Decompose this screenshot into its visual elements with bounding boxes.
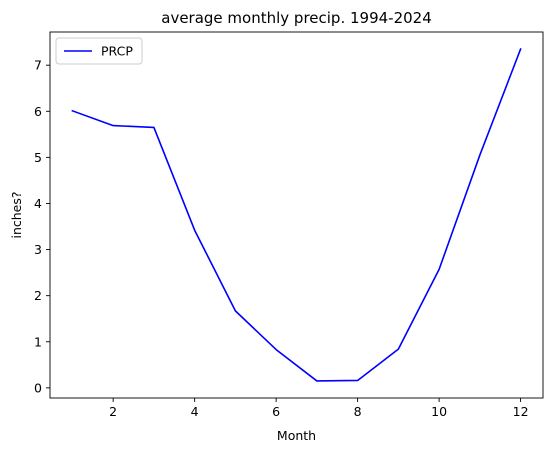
chart-title: average monthly precip. 1994-2024 bbox=[161, 9, 432, 27]
x-axis: 2 4 6 8 10 12 bbox=[109, 398, 529, 419]
legend-label: PRCP bbox=[101, 44, 133, 59]
x-tick-label: 10 bbox=[431, 404, 447, 419]
y-tick-label: 2 bbox=[34, 288, 42, 303]
x-tick-label: 6 bbox=[272, 404, 280, 419]
y-tick-label: 4 bbox=[34, 196, 42, 211]
y-tick-label: 6 bbox=[34, 104, 42, 119]
y-tick-label: 1 bbox=[34, 334, 42, 349]
x-tick-label: 12 bbox=[513, 404, 529, 419]
y-axis-label: inches? bbox=[9, 191, 24, 238]
legend: PRCP bbox=[55, 37, 143, 65]
x-tick-label: 2 bbox=[109, 404, 117, 419]
y-tick-label: 7 bbox=[34, 58, 42, 73]
plot-area bbox=[49, 31, 544, 399]
x-tick-label: 4 bbox=[191, 404, 199, 419]
x-axis-label: Month bbox=[277, 428, 316, 443]
y-axis: 0 1 2 3 4 5 6 7 bbox=[34, 58, 50, 395]
y-tick-label: 3 bbox=[34, 242, 42, 257]
legend-box bbox=[55, 37, 143, 65]
series-line-prcp bbox=[71, 48, 522, 382]
x-tick-label: 8 bbox=[354, 404, 362, 419]
y-tick-label: 5 bbox=[34, 150, 42, 165]
y-tick-label: 0 bbox=[34, 380, 42, 395]
plot-frame bbox=[49, 31, 544, 399]
